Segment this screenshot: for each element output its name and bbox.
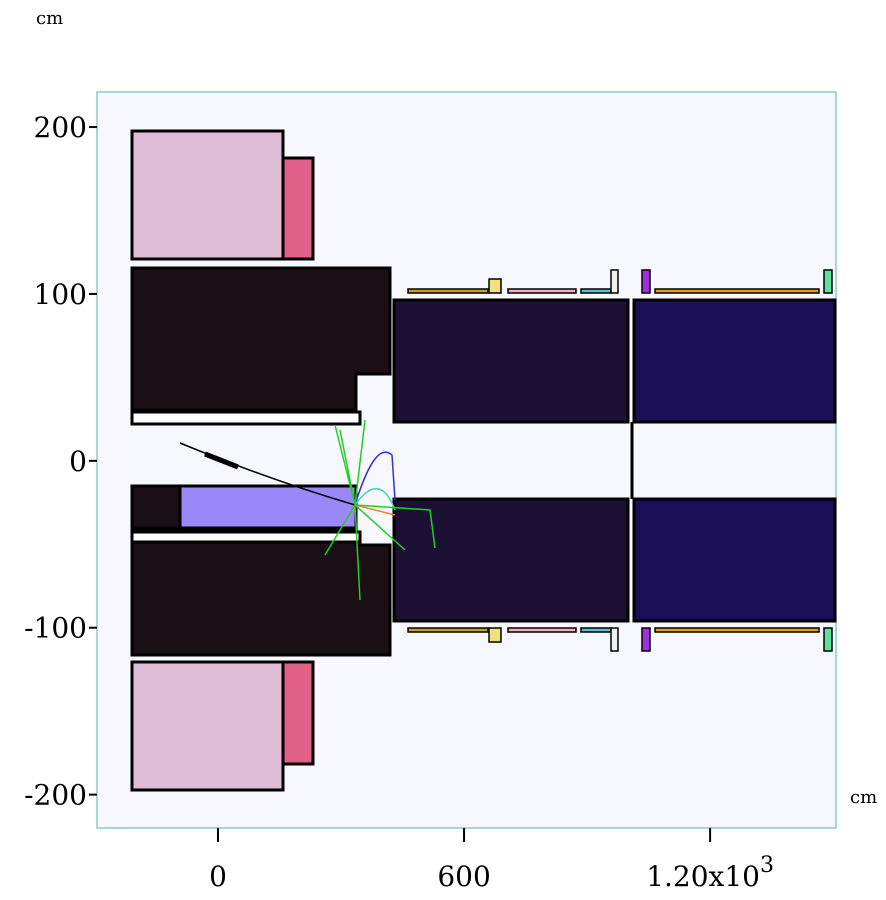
tick-mantissa: 1.20x10 [646, 860, 760, 893]
y-unit: cm [36, 8, 63, 29]
x-tick-label: 600 [437, 860, 490, 893]
y-tick-label: 100 [34, 278, 87, 311]
y-tick-label: -100 [24, 612, 87, 645]
y-tick-label: -200 [24, 779, 87, 812]
chart: cm cm [0, 0, 886, 896]
x-unit: cm [850, 787, 877, 808]
y-tick-label: 200 [34, 111, 87, 144]
y-tick-label: 0 [69, 445, 87, 478]
x-tick-label: 1.20x103 [646, 853, 774, 893]
x-tick-label: 0 [209, 860, 227, 893]
tick-exponent: 3 [760, 853, 774, 878]
